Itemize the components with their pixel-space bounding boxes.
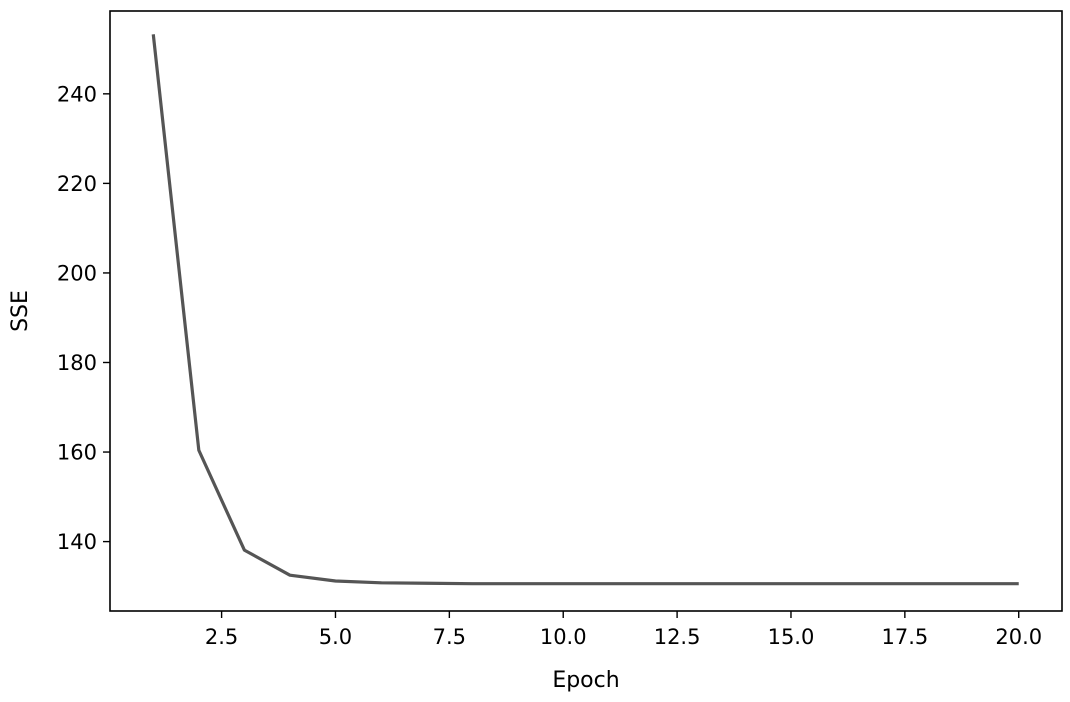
y-tick-label: 160 xyxy=(57,441,97,465)
y-tick-label: 240 xyxy=(57,82,97,106)
plot-frame xyxy=(109,10,1063,612)
x-tick-label: 5.0 xyxy=(319,625,352,649)
x-tick-label: 15.0 xyxy=(768,625,815,649)
x-tick-label: 17.5 xyxy=(881,625,928,649)
series-line xyxy=(151,34,1019,586)
x-tick-label: 2.5 xyxy=(205,625,238,649)
x-axis-ticks: 2.5 5.0 7.5 10.0 12.5 15.0 17.5 20.0 xyxy=(205,611,1042,649)
y-tick-label: 200 xyxy=(57,261,97,285)
y-tick-label: 180 xyxy=(57,351,97,375)
y-axis-ticks: 140 160 180 200 220 240 xyxy=(57,82,110,554)
y-tick-label: 220 xyxy=(57,172,97,196)
y-tick-label: 140 xyxy=(57,530,97,554)
x-tick-label: 7.5 xyxy=(433,625,466,649)
x-tick-label: 12.5 xyxy=(654,625,701,649)
y-axis-label: SSE xyxy=(8,290,33,332)
x-tick-label: 20.0 xyxy=(995,625,1042,649)
plot-area: 2.5 5.0 7.5 10.0 12.5 15.0 17.5 20.0 140 160 180 2… xyxy=(57,10,1063,649)
x-axis-label: Epoch xyxy=(552,668,619,693)
series-layer xyxy=(151,34,1019,586)
x-tick-label: 10.0 xyxy=(540,625,587,649)
